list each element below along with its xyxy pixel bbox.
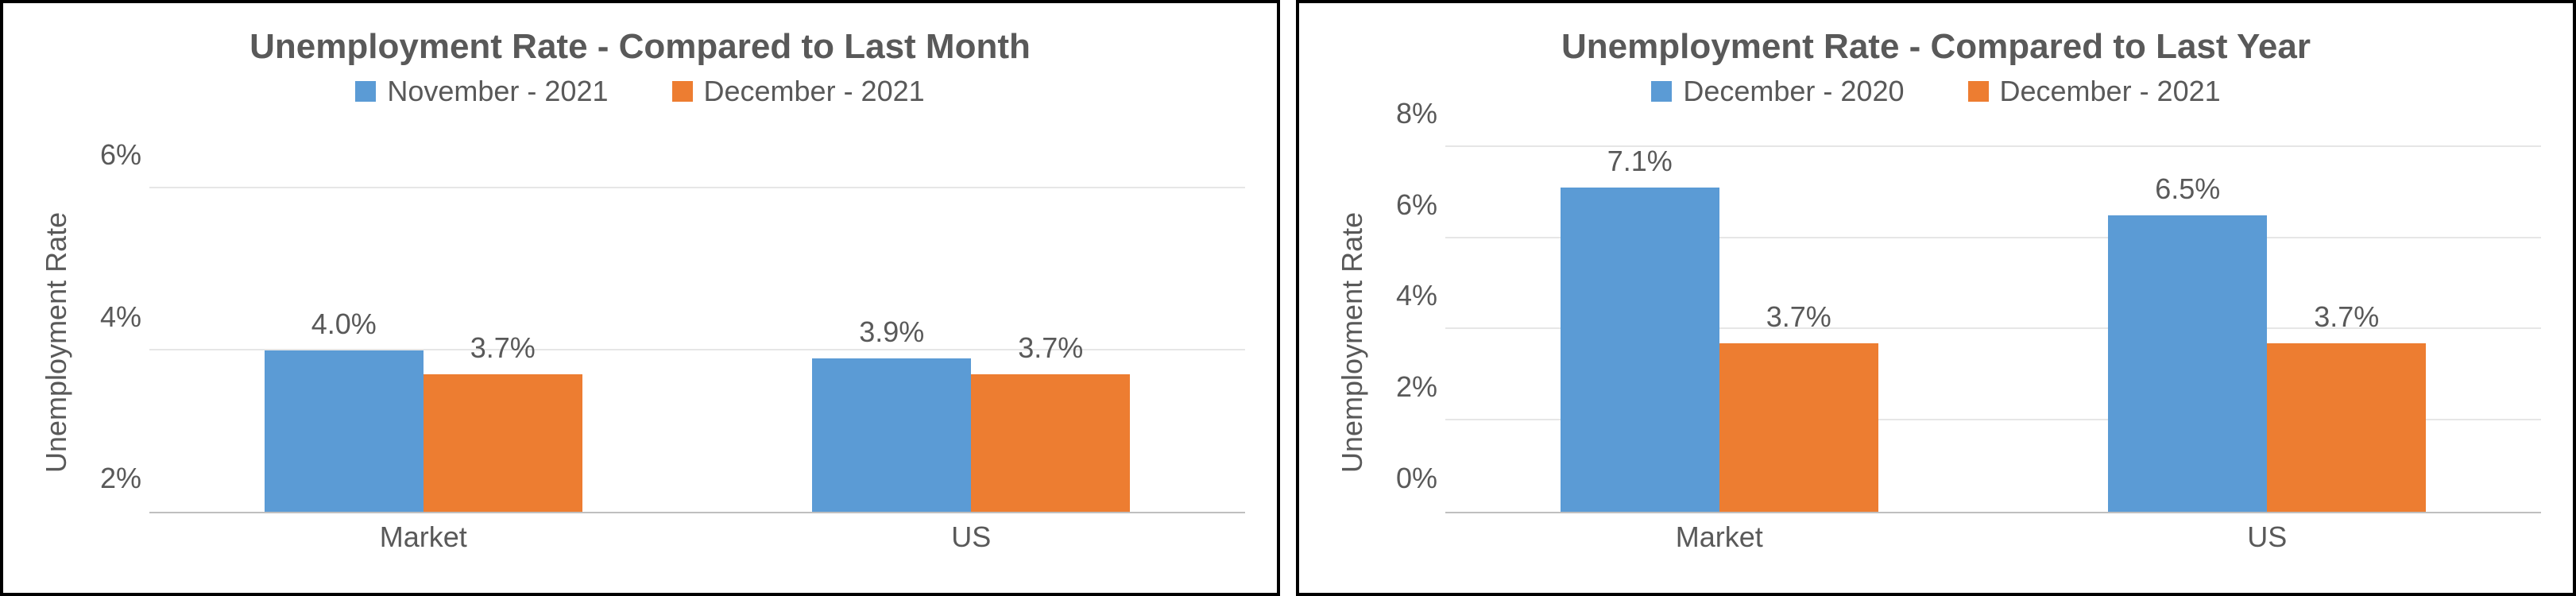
bar-group: 3.9%3.7% xyxy=(698,124,1246,512)
legend-swatch xyxy=(672,81,693,102)
y-axis-label: Unemployment Rate xyxy=(35,124,78,561)
legend-swatch xyxy=(355,81,376,102)
legend-swatch xyxy=(1651,81,1672,102)
bar-value-label: 4.0% xyxy=(311,308,377,341)
legend-item: December - 2020 xyxy=(1651,75,1904,108)
legend-item: November - 2021 xyxy=(355,75,608,108)
bar-group: 7.1%3.7% xyxy=(1445,124,1994,512)
y-tick-label: 4% xyxy=(78,300,141,334)
y-tick-label: 6% xyxy=(78,138,141,172)
chart-title: Unemployment Rate - Compared to Last Yea… xyxy=(1331,27,2541,67)
chart-legend: December - 2020 December - 2021 xyxy=(1331,75,2541,108)
bar-value-label: 3.7% xyxy=(470,331,536,365)
chart-panel-year: Unemployment Rate - Compared to Last Yea… xyxy=(1296,0,2576,596)
x-axis-labels: Market US xyxy=(149,513,1245,561)
bar-value-label: 6.5% xyxy=(2155,172,2220,206)
x-axis-label: Market xyxy=(1445,513,1994,561)
bar: 3.7% xyxy=(971,374,1130,512)
chart-legend: November - 2021 December - 2021 xyxy=(35,75,1245,108)
bar: 6.5% xyxy=(2108,215,2267,512)
bar: 4.0% xyxy=(265,350,424,512)
plot-area: 2%4%6%4.0%3.7%3.9%3.7% xyxy=(149,124,1245,513)
bar-group: 4.0%3.7% xyxy=(149,124,698,512)
y-tick-label: 0% xyxy=(1374,462,1437,495)
x-axis-label: US xyxy=(698,513,1246,561)
y-tick-label: 2% xyxy=(78,462,141,495)
bar-value-label: 3.7% xyxy=(1018,331,1083,365)
plot-wrap: Unemployment Rate 2%4%6%4.0%3.7%3.9%3.7%… xyxy=(35,124,1245,561)
bar: 7.1% xyxy=(1561,188,1719,512)
chart-title: Unemployment Rate - Compared to Last Mon… xyxy=(35,27,1245,67)
legend-item: December - 2021 xyxy=(672,75,925,108)
bar-groups: 7.1%3.7%6.5%3.7% xyxy=(1445,124,2541,512)
bar: 3.9% xyxy=(812,358,971,512)
x-axis-label: US xyxy=(1994,513,2542,561)
bar: 3.7% xyxy=(1719,343,1878,512)
y-tick-label: 6% xyxy=(1374,188,1437,222)
plot: 2%4%6%4.0%3.7%3.9%3.7% Market US xyxy=(78,124,1245,561)
bar: 3.7% xyxy=(2267,343,2426,512)
y-axis-label: Unemployment Rate xyxy=(1331,124,1374,561)
legend-label: December - 2021 xyxy=(2000,75,2221,108)
y-tick-label: 8% xyxy=(1374,97,1437,130)
x-axis-labels: Market US xyxy=(1445,513,2541,561)
bar-groups: 4.0%3.7%3.9%3.7% xyxy=(149,124,1245,512)
y-tick-label: 2% xyxy=(1374,370,1437,404)
legend-label: December - 2021 xyxy=(704,75,925,108)
bar-value-label: 3.7% xyxy=(1766,300,1831,334)
bar-value-label: 7.1% xyxy=(1607,145,1673,178)
bar-value-label: 3.7% xyxy=(2314,300,2379,334)
x-axis-label: Market xyxy=(149,513,698,561)
bar-value-label: 3.9% xyxy=(859,315,924,349)
bar: 3.7% xyxy=(424,374,582,512)
legend-label: November - 2021 xyxy=(387,75,608,108)
y-tick-label: 4% xyxy=(1374,279,1437,312)
plot-area: 0%2%4%6%8%7.1%3.7%6.5%3.7% xyxy=(1445,124,2541,513)
legend-label: December - 2020 xyxy=(1683,75,1904,108)
plot: 0%2%4%6%8%7.1%3.7%6.5%3.7% Market US xyxy=(1374,124,2541,561)
legend-swatch xyxy=(1968,81,1989,102)
chart-panel-month: Unemployment Rate - Compared to Last Mon… xyxy=(0,0,1280,596)
legend-item: December - 2021 xyxy=(1968,75,2221,108)
plot-wrap: Unemployment Rate 0%2%4%6%8%7.1%3.7%6.5%… xyxy=(1331,124,2541,561)
bar-group: 6.5%3.7% xyxy=(1994,124,2542,512)
